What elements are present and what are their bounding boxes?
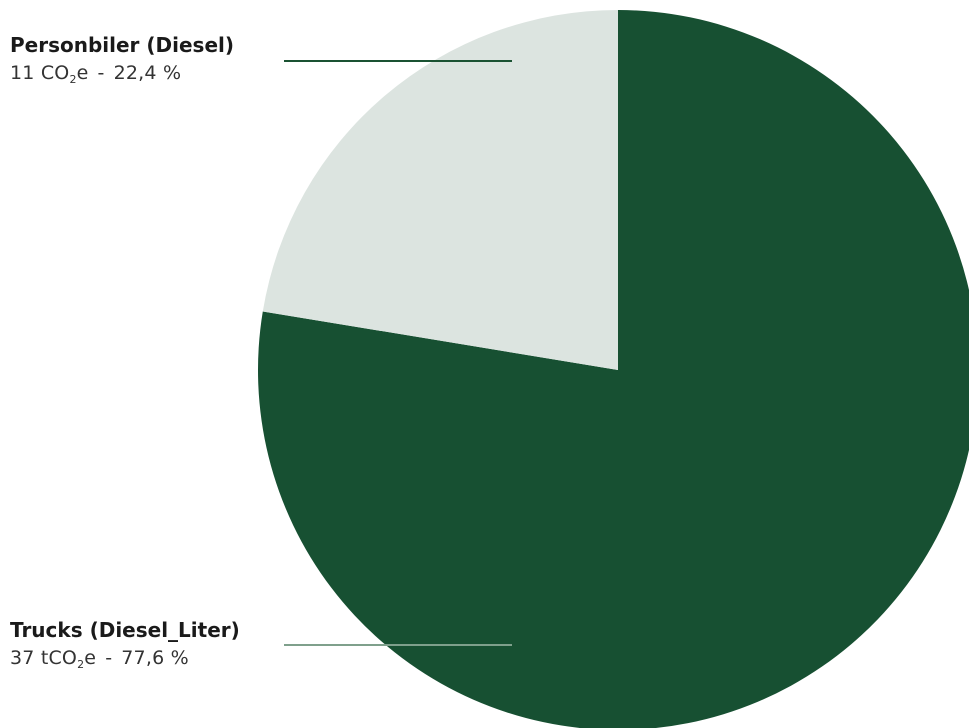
slice-value: 37 tCO2e -77,6 % (10, 643, 240, 673)
slice-value-prefix: 11 CO (10, 62, 70, 84)
slice-title: Trucks (Diesel_Liter) (10, 618, 240, 642)
slice-title: Personbiler (Diesel) (10, 33, 235, 57)
slice-value-suffix: e (84, 647, 97, 669)
slice-separator: - (97, 62, 105, 84)
slice-percent: 22,4 % (113, 62, 182, 84)
leader-lines (284, 60, 512, 646)
slice-value-subscript: 2 (69, 73, 77, 86)
slice-separator: - (105, 647, 113, 669)
slice-percent: 77,6 % (121, 647, 189, 669)
slice-label-personbiler: Personbiler (Diesel) 11 CO2e -22,4 % (10, 32, 234, 88)
pie-slices (258, 10, 969, 728)
slice-value-prefix: 37 tCO (10, 647, 78, 669)
slice-label-trucks: Trucks (Diesel_Liter) 37 tCO2e -77,6 % (10, 617, 240, 673)
slice-value-subscript: 2 (77, 658, 85, 671)
slice-value-suffix: e (76, 62, 89, 84)
pie-slice-trucks (258, 10, 969, 728)
slice-value: 11 CO2e -22,4 % (10, 58, 234, 88)
pie-slice-personbiler (262, 10, 618, 370)
